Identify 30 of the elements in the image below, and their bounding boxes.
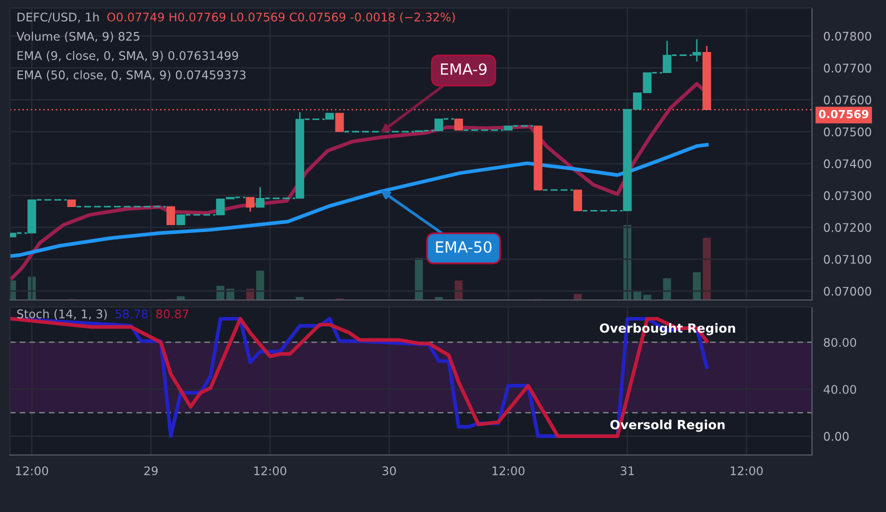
y-tick-label: 0.07200 (824, 223, 872, 232)
annotation: Volume (SMA, 9) 825 (16, 32, 140, 42)
annotation: O0.07749 H0.07769 L0.07569 C0.07569 -0.0018 (−2.32%) (107, 12, 455, 23)
x-tick-label: 12:00 (16, 466, 48, 476)
chart-title: Stoch (14, 1, 3) (17, 309, 107, 320)
annotation: 80.87 (156, 309, 188, 318)
y-tick-label: 0.07100 (824, 254, 872, 264)
annotation: EMA-9 (440, 63, 487, 75)
x-tick-label: 12:00 (254, 466, 286, 476)
x-tick-label: 30 (382, 466, 396, 476)
y-tick-label: 0.07500 (824, 127, 872, 136)
ref-line-label: 0.07569 (818, 110, 868, 118)
x-tick-label: 31 (620, 466, 634, 476)
y-tick-label: 0.07700 (824, 64, 872, 73)
x-tick-label: 12:00 (730, 466, 763, 476)
y-tick-label: 0.07400 (824, 159, 872, 168)
y-tick-label: 0.07800 (824, 32, 872, 41)
chart-title: DEFC/USD, 1h (18, 12, 99, 23)
y-tick-label: 0.07300 (824, 191, 872, 200)
annotation: EMA-50 (436, 241, 492, 253)
y-tick-label: 0.07600 (824, 96, 872, 104)
annotation: EMA (50, close, 0, SMA, 9) 0.07459373 (18, 70, 246, 81)
y-tick-label: 0.00 (824, 432, 849, 441)
annotation: 58.78 (116, 309, 148, 318)
y-tick-label: 40.00 (824, 384, 856, 394)
x-tick-label: 29 (144, 466, 158, 476)
annotation: EMA (9, close, 0, SMA, 9) 0.07631499 (18, 50, 238, 62)
x-tick-label: 12:00 (492, 466, 524, 476)
y-tick-label: 0.07000 (824, 286, 872, 296)
y-tick-label: 80.00 (824, 338, 856, 347)
